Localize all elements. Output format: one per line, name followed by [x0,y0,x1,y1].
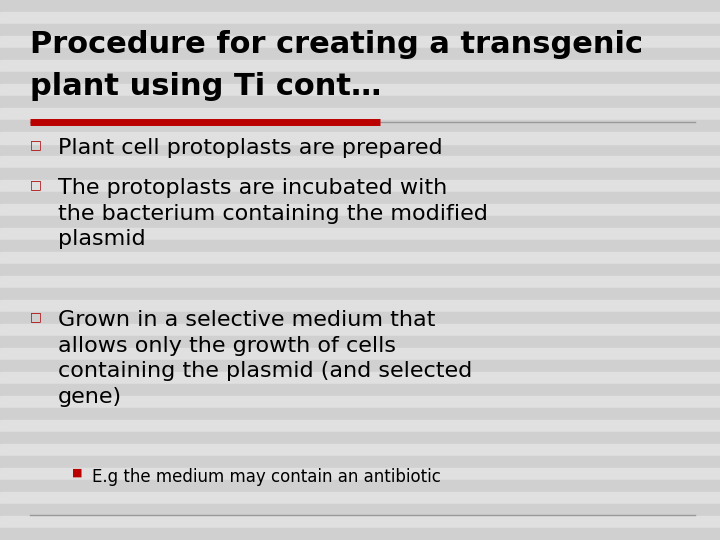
Bar [0,84,720,96]
Bar [0,156,720,168]
Bar [0,420,720,432]
Bar [0,348,720,360]
Bar [0,96,720,108]
Bar [0,132,720,144]
Text: The protoplasts are incubated with
the bacterium containing the modified
plasmid: The protoplasts are incubated with the b… [58,178,488,249]
Bar [0,396,720,408]
Text: Grown in a selective medium that
allows only the growth of cells
containing the : Grown in a selective medium that allows … [58,310,472,407]
Bar [0,192,720,204]
Text: Procedure for creating a transgenic: Procedure for creating a transgenic [30,30,643,59]
Bar [0,132,720,144]
Bar [0,504,720,516]
Bar [0,480,720,492]
Bar [0,144,720,156]
Bar [0,60,720,72]
Bar [0,276,720,288]
Bar [0,252,720,264]
Bar [0,0,720,135]
Text: ■: ■ [72,468,83,478]
Bar [0,336,720,348]
Bar [0,264,720,276]
Bar [0,468,720,480]
Text: plant using Ti cont…: plant using Ti cont… [30,72,382,101]
Bar [0,516,720,528]
Bar [0,48,720,60]
Bar [0,120,720,132]
Text: □: □ [30,178,42,191]
Bar [0,96,720,108]
Bar [0,84,720,96]
Bar [0,216,720,228]
Bar [0,60,720,72]
Text: Plant cell protoplasts are prepared: Plant cell protoplasts are prepared [58,138,443,158]
Text: E.g the medium may contain an antibiotic: E.g the medium may contain an antibiotic [92,468,441,486]
Text: □: □ [30,310,42,323]
Bar [0,24,720,36]
Bar [0,324,720,336]
Bar [0,456,720,468]
Bar [0,372,720,384]
Bar [0,36,720,48]
Bar [0,228,720,240]
Bar [0,300,720,312]
Bar [0,72,720,84]
Bar [0,168,720,180]
Bar [0,240,720,252]
Bar [0,108,720,120]
Bar [0,48,720,60]
Bar [0,0,720,12]
Bar [0,0,720,12]
Bar [0,204,720,216]
Bar [0,12,720,24]
Bar [0,108,720,120]
Bar [0,444,720,456]
Bar [0,384,720,396]
Bar [0,120,720,132]
Bar [0,360,720,372]
Bar [0,12,720,24]
Bar [0,72,720,84]
Text: □: □ [30,138,42,151]
Bar [0,288,720,300]
Bar [0,408,720,420]
Bar [0,180,720,192]
Bar [0,24,720,36]
Bar [0,528,720,540]
Bar [0,492,720,504]
Bar [0,36,720,48]
Bar [0,432,720,444]
Bar [0,312,720,324]
